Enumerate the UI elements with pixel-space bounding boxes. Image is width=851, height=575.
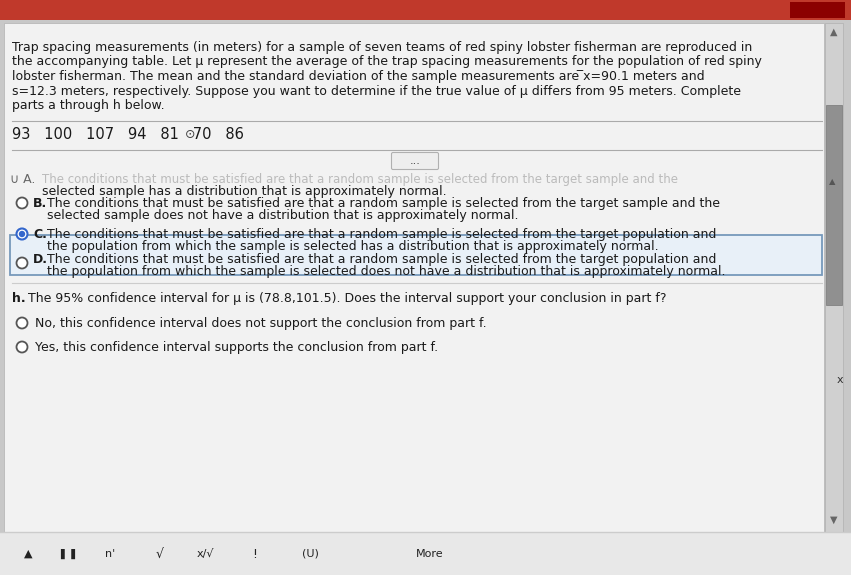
Text: ▌▐: ▌▐ xyxy=(60,549,76,559)
Text: n': n' xyxy=(105,549,115,559)
Text: C.: C. xyxy=(33,228,47,241)
Text: (U): (U) xyxy=(301,549,318,559)
Text: ▼: ▼ xyxy=(831,515,837,525)
Text: ▲: ▲ xyxy=(24,549,32,559)
Circle shape xyxy=(16,258,27,269)
Text: The conditions that must be satisfied are that a random sample is selected from : The conditions that must be satisfied ar… xyxy=(47,228,717,241)
Text: No, this confidence interval does not support the conclusion from part f.: No, this confidence interval does not su… xyxy=(35,317,487,330)
Text: the accompanying table. Let μ represent the average of the trap spacing measurem: the accompanying table. Let μ represent … xyxy=(12,56,762,68)
Text: D.: D. xyxy=(33,253,48,266)
Text: More: More xyxy=(416,549,444,559)
Circle shape xyxy=(16,342,27,352)
Text: selected sample has a distribution that is approximately normal.: selected sample has a distribution that … xyxy=(42,185,447,198)
FancyBboxPatch shape xyxy=(790,2,845,18)
Text: h.: h. xyxy=(12,292,26,305)
Text: 93   100   107   94   81   70   86: 93 100 107 94 81 70 86 xyxy=(12,127,244,142)
FancyBboxPatch shape xyxy=(0,532,851,533)
Text: x/√: x/√ xyxy=(197,549,214,559)
Text: √: √ xyxy=(156,547,164,561)
Text: the population from which the sample is selected does not have a distribution th: the population from which the sample is … xyxy=(47,265,726,278)
Text: Trap spacing measurements (in meters) for a sample of seven teams of red spiny l: Trap spacing measurements (in meters) fo… xyxy=(12,41,752,54)
Text: the population from which the sample is selected has a distribution that is appr: the population from which the sample is … xyxy=(47,240,659,253)
Text: ⊙: ⊙ xyxy=(185,128,196,141)
Text: B.: B. xyxy=(33,197,48,210)
Text: The 95% confidence interval for μ is (78.8,101.5). Does the interval support you: The 95% confidence interval for μ is (78… xyxy=(24,292,666,305)
Text: lobster fisherman. The mean and the standard deviation of the sample measurement: lobster fisherman. The mean and the stan… xyxy=(12,70,705,83)
Text: ▲: ▲ xyxy=(831,27,837,37)
Text: ▲: ▲ xyxy=(829,177,835,186)
FancyBboxPatch shape xyxy=(0,532,851,575)
FancyBboxPatch shape xyxy=(826,105,842,305)
Text: parts a through h below.: parts a through h below. xyxy=(12,99,164,112)
FancyBboxPatch shape xyxy=(391,152,438,170)
Circle shape xyxy=(16,317,27,328)
Text: The conditions that must be satisfied are that a random sample is selected from : The conditions that must be satisfied ar… xyxy=(47,197,720,210)
Text: ∪ A.: ∪ A. xyxy=(10,173,36,186)
FancyBboxPatch shape xyxy=(4,23,824,533)
Text: s=12.3 meters, respectively. Suppose you want to determine if the true value of : s=12.3 meters, respectively. Suppose you… xyxy=(12,85,741,98)
Text: The conditions that must be satisfied are that a random sample is selected from : The conditions that must be satisfied ar… xyxy=(47,253,717,266)
Text: Yes, this confidence interval supports the conclusion from part f.: Yes, this confidence interval supports t… xyxy=(35,341,438,354)
Text: x: x xyxy=(837,375,843,385)
FancyBboxPatch shape xyxy=(10,235,822,275)
FancyBboxPatch shape xyxy=(0,0,851,20)
FancyBboxPatch shape xyxy=(825,23,843,533)
Text: ...: ... xyxy=(409,156,420,166)
Circle shape xyxy=(19,231,26,237)
Text: selected sample does not have a distribution that is approximately normal.: selected sample does not have a distribu… xyxy=(47,209,518,222)
Text: The conditions that must be satisfied are that a random sample is selected from : The conditions that must be satisfied ar… xyxy=(42,173,678,186)
Text: !: ! xyxy=(253,547,258,561)
Circle shape xyxy=(16,228,27,240)
Circle shape xyxy=(16,197,27,209)
